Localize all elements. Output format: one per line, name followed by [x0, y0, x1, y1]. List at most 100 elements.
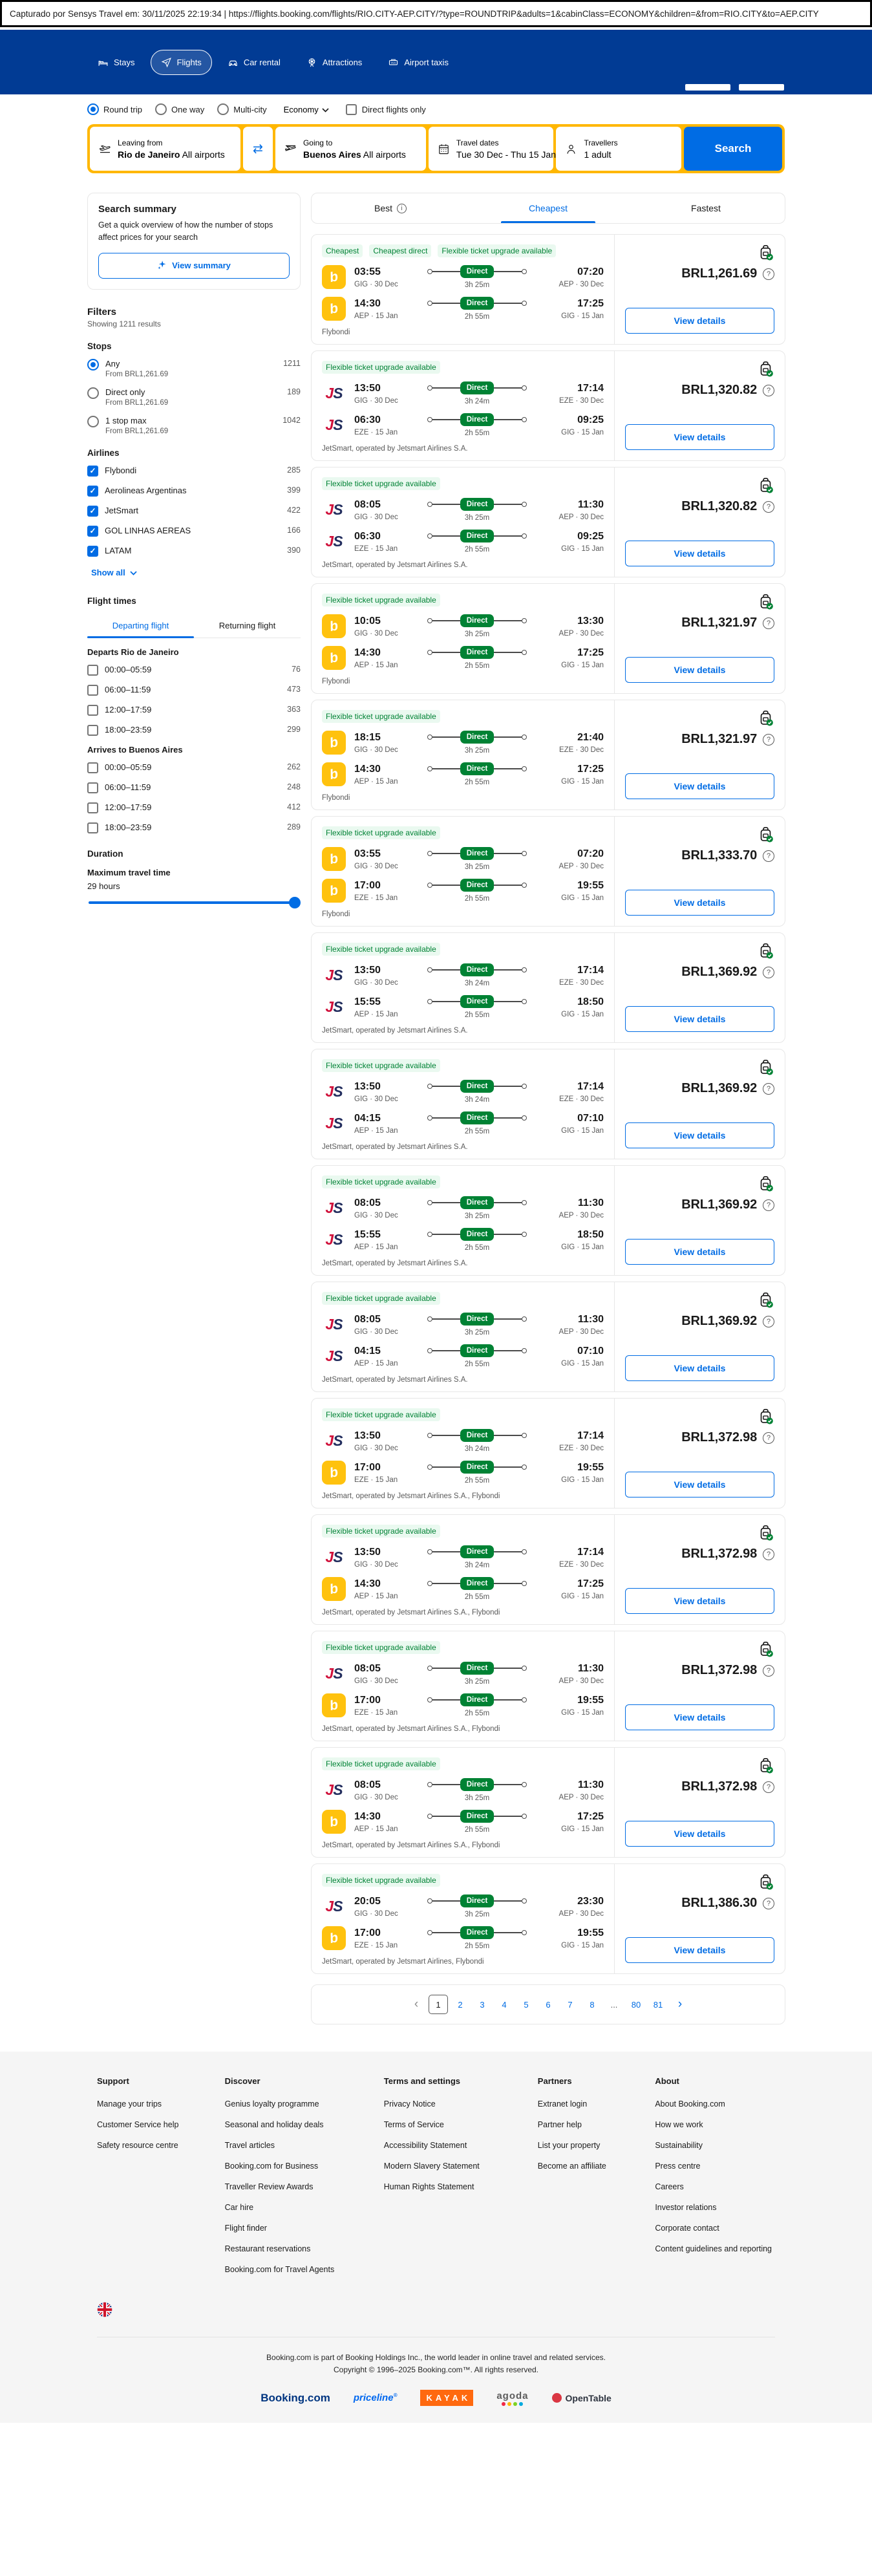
footer-link[interactable]: Press centre	[655, 2162, 701, 2171]
footer-link[interactable]: Genius loyalty programme	[224, 2099, 319, 2109]
currency-selector-stub[interactable]	[685, 84, 730, 91]
footer-link[interactable]: Human Rights Statement	[383, 2182, 474, 2191]
nav-item-car-rental[interactable]: Car rental	[217, 50, 291, 75]
price-info-icon[interactable]: ?	[763, 1781, 774, 1793]
price-info-icon[interactable]: ?	[763, 1897, 774, 1909]
footer-link[interactable]: About Booking.com	[655, 2099, 725, 2109]
airline-option[interactable]: LATAM 390	[87, 545, 301, 557]
footer-link[interactable]: Customer Service help	[97, 2120, 179, 2129]
price-info-icon[interactable]: ?	[763, 1199, 774, 1211]
footer-link[interactable]: Sustainability	[655, 2141, 703, 2150]
footer-link[interactable]: Booking.com for Travel Agents	[224, 2265, 335, 2274]
view-details-button[interactable]: View details	[625, 657, 774, 683]
travel-dates-field[interactable]: Travel dates Tue 30 Dec - Thu 15 Jan...	[428, 127, 564, 171]
direct-flights-only-checkbox[interactable]: Direct flights only	[345, 103, 426, 115]
footer-link[interactable]: How we work	[655, 2120, 703, 2129]
page-button[interactable]: 4	[494, 1995, 514, 2014]
depart-time-option[interactable]: 06:00–11:59 473	[87, 684, 301, 696]
footer-link[interactable]: Accessibility Statement	[383, 2141, 467, 2150]
language-selector-stub[interactable]	[739, 84, 784, 91]
footer-link[interactable]: Seasonal and holiday deals	[224, 2120, 324, 2129]
airline-option[interactable]: Aerolineas Argentinas 399	[87, 485, 301, 497]
trip-type-radio[interactable]: One way	[154, 103, 204, 115]
footer-link[interactable]: Careers	[655, 2182, 684, 2191]
search-button[interactable]: Search	[684, 127, 782, 171]
footer-link[interactable]: Corporate contact	[655, 2224, 719, 2233]
duration-slider[interactable]	[89, 896, 301, 908]
nav-item-airport-taxis[interactable]: TAXI Airport taxis	[378, 50, 459, 75]
price-info-icon[interactable]: ?	[763, 1315, 774, 1327]
trip-type-radio[interactable]: Multi-city	[217, 103, 267, 115]
footer-link[interactable]: Partner help	[537, 2120, 582, 2129]
price-info-icon[interactable]: ?	[763, 1548, 774, 1560]
leaving-from-field[interactable]: Leaving from Rio de Janeiro All airports	[90, 127, 240, 171]
footer-link[interactable]: Restaurant reservations	[224, 2244, 311, 2253]
footer-link[interactable]: Terms of Service	[383, 2120, 444, 2129]
view-details-button[interactable]: View details	[625, 424, 774, 450]
flight-times-tab[interactable]: Departing flight	[87, 614, 194, 638]
duration-slider-thumb[interactable]	[289, 896, 301, 908]
page-button[interactable]: 8	[582, 1995, 602, 2014]
page-button[interactable]: 7	[560, 1995, 580, 2014]
view-details-button[interactable]: View details	[625, 1006, 774, 1032]
footer-link[interactable]: Booking.com for Business	[224, 2162, 319, 2171]
view-details-button[interactable]: View details	[625, 308, 774, 334]
price-info-icon[interactable]: ?	[763, 384, 774, 396]
view-details-button[interactable]: View details	[625, 1821, 774, 1847]
footer-link[interactable]: Content guidelines and reporting	[655, 2244, 772, 2253]
footer-link[interactable]: Become an affiliate	[537, 2162, 606, 2171]
view-details-button[interactable]: View details	[625, 773, 774, 799]
depart-time-option[interactable]: 00:00–05:59 76	[87, 664, 301, 676]
page-button[interactable]: 3	[473, 1995, 492, 2014]
show-all-airlines-button[interactable]: Show all	[87, 567, 141, 578]
stops-option[interactable]: Any From BRL1,261.69 1211	[87, 358, 301, 378]
price-info-icon[interactable]: ?	[763, 1432, 774, 1444]
airline-option[interactable]: Flybondi 285	[87, 465, 301, 477]
footer-link[interactable]: Car hire	[224, 2203, 254, 2212]
price-info-icon[interactable]: ?	[763, 1082, 774, 1095]
stops-option[interactable]: 1 stop max From BRL1,261.69 1042	[87, 415, 301, 435]
view-details-button[interactable]: View details	[625, 1122, 774, 1148]
brand-logo[interactable]: KAYAK	[420, 2390, 474, 2406]
cabin-class-select[interactable]: Economy	[280, 104, 333, 115]
page-button[interactable]: 2	[451, 1995, 470, 2014]
footer-link[interactable]: Modern Slavery Statement	[383, 2162, 480, 2171]
sort-tab[interactable]: Fastest i	[627, 193, 785, 223]
depart-time-option[interactable]: 18:00–23:59 299	[87, 724, 301, 736]
travellers-field[interactable]: Travellers 1 adult	[556, 127, 681, 171]
brand-logo[interactable]: OpenTable	[551, 2393, 611, 2403]
page-button[interactable]: 80	[626, 1995, 646, 2014]
page-button[interactable]: 5	[516, 1995, 536, 2014]
footer-link[interactable]: List your property	[537, 2141, 601, 2150]
airline-option[interactable]: JetSmart 422	[87, 505, 301, 517]
next-page-button[interactable]: ›	[670, 1995, 690, 2014]
view-details-button[interactable]: View details	[625, 1355, 774, 1381]
view-details-button[interactable]: View details	[625, 1239, 774, 1265]
view-details-button[interactable]: View details	[625, 890, 774, 916]
airline-option[interactable]: GOL LINHAS AEREAS 166	[87, 525, 301, 537]
stops-option[interactable]: Direct only From BRL1,261.69 189	[87, 387, 301, 407]
footer-link[interactable]: Manage your trips	[97, 2099, 162, 2109]
nav-item-flights[interactable]: Flights	[150, 49, 212, 75]
brand-logo[interactable]: agoda	[496, 2390, 528, 2406]
page-button[interactable]: 6	[538, 1995, 558, 2014]
footer-link[interactable]: Travel articles	[224, 2141, 275, 2150]
brand-logo[interactable]: priceline	[354, 2392, 398, 2403]
footer-link[interactable]: Traveller Review Awards	[224, 2182, 314, 2191]
footer-link[interactable]: Extranet login	[537, 2099, 588, 2109]
view-details-button[interactable]: View details	[625, 1472, 774, 1497]
arrive-time-option[interactable]: 00:00–05:59 262	[87, 762, 301, 773]
footer-link[interactable]: Privacy Notice	[383, 2099, 436, 2109]
price-info-icon[interactable]: ?	[763, 1664, 774, 1677]
price-info-icon[interactable]: ?	[763, 268, 774, 280]
sort-tab[interactable]: Best i	[312, 193, 469, 223]
footer-link[interactable]: Safety resource centre	[97, 2141, 178, 2150]
page-button[interactable]: 81	[648, 1995, 668, 2014]
flight-times-tab[interactable]: Returning flight	[194, 614, 301, 638]
brand-logo[interactable]: Booking.com	[261, 2392, 330, 2405]
price-info-icon[interactable]: ?	[763, 500, 774, 513]
footer-link[interactable]: Flight finder	[224, 2224, 267, 2233]
going-to-field[interactable]: Going to Buenos Aires All airports	[275, 127, 426, 171]
view-details-button[interactable]: View details	[625, 1588, 774, 1614]
price-info-icon[interactable]: ?	[763, 966, 774, 978]
